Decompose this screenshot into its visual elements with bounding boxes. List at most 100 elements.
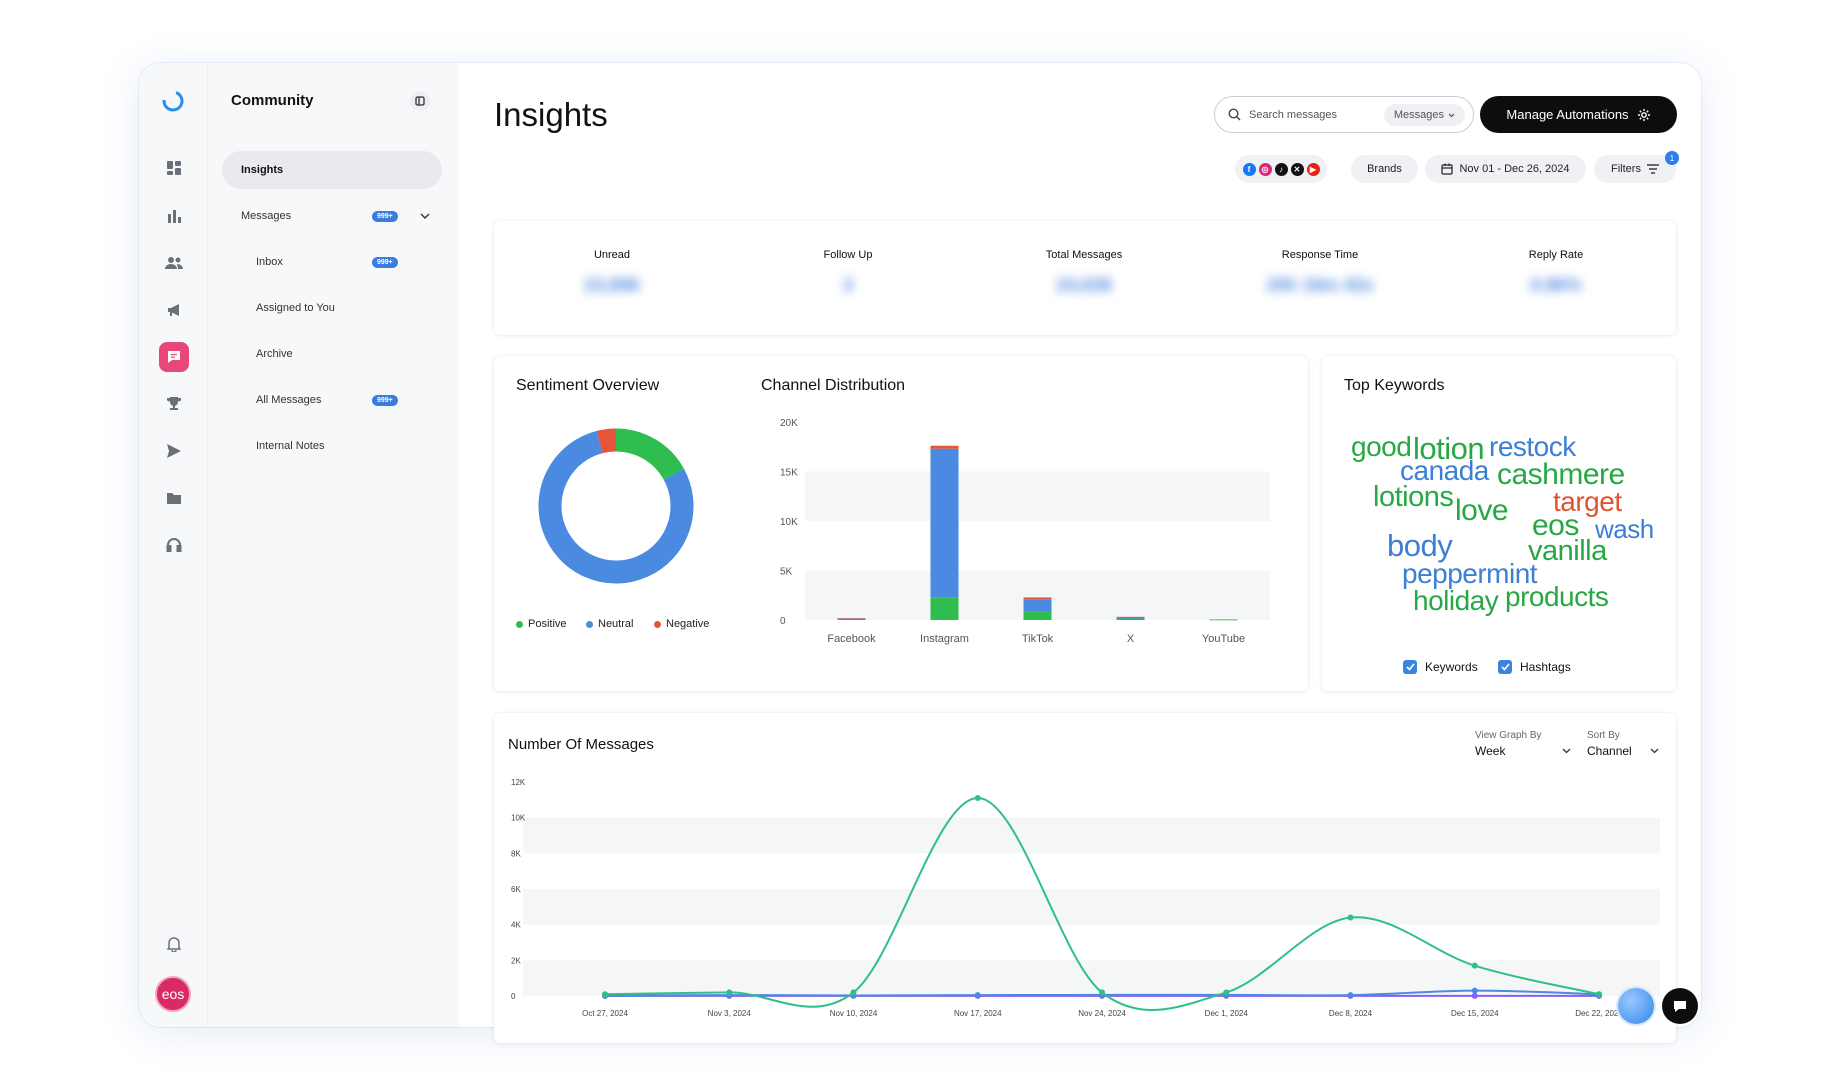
data-point[interactable] [1347,914,1354,921]
sidebar-item-archive[interactable]: Archive [256,335,293,373]
sidebar-item-insights[interactable]: Insights [222,151,442,189]
channel-filter-chip[interactable]: f ◎ ♪ ✕ ▶ [1235,155,1327,183]
bar-instagram-positive[interactable] [930,597,959,620]
bar-x-positive[interactable] [1116,618,1145,620]
chevron-down-icon [1448,113,1455,117]
bar-chart-icon[interactable] [159,201,189,231]
chevron-down-icon[interactable] [420,212,430,220]
manage-automations-button[interactable]: Manage Automations [1480,96,1677,133]
bell-icon[interactable] [159,929,189,959]
send-icon[interactable] [159,436,189,466]
bar-instagram-negative[interactable] [930,445,959,449]
data-point[interactable] [1471,987,1478,994]
sidebar-item-messages[interactable]: Messages 999+ [241,197,441,235]
keyword-love[interactable]: love [1455,494,1509,527]
keyword-body[interactable]: body [1387,528,1453,563]
data-point[interactable] [1596,991,1602,998]
keyword-target[interactable]: target [1553,486,1622,517]
bar-x-neutral[interactable] [1116,617,1145,619]
keyword-cashmere[interactable]: cashmere [1497,458,1625,491]
channel-bar-chart: 20K 15K 10K 5K 0 Facebook Instagram TikTok X YouT… [780,418,1270,645]
search-input[interactable]: Search messages Messages [1214,96,1474,133]
data-point[interactable] [1223,989,1230,996]
data-point[interactable] [726,989,733,996]
search-scope-dropdown[interactable]: Messages [1383,104,1465,126]
donut-slice-negative [596,428,617,454]
keyword-wash[interactable]: wash [1595,514,1654,544]
date-range-button[interactable]: Nov 01 - Dec 26, 2024 [1425,155,1586,183]
x-tick-label: Nov 17, 2024 [954,1009,1002,1018]
bar-facebook-neutral[interactable] [837,618,866,620]
keyword-lotion[interactable]: lotion [1413,431,1485,466]
data-point[interactable] [602,991,608,998]
sidebar-item-label: Insights [241,164,284,176]
data-point[interactable] [974,795,981,802]
sidebar-item-all-messages[interactable]: All Messages 999+ [256,381,436,419]
stat-label: Reply Rate [1528,249,1584,261]
search-placeholder: Search messages [1249,108,1338,121]
users-icon[interactable] [159,248,189,278]
bar-tiktok-negative[interactable] [1023,597,1052,600]
keyword-holiday[interactable]: holiday [1413,585,1499,616]
keyword-vanilla[interactable]: vanilla [1528,535,1607,567]
keyword-eos[interactable]: eos [1532,509,1579,542]
keyword-peppermint[interactable]: peppermint [1402,558,1538,589]
keyword-restock[interactable]: restock [1489,431,1576,462]
trophy-icon[interactable] [159,389,189,419]
dashboard-icon[interactable] [159,153,189,183]
bar-instagram-neutral[interactable] [930,448,959,598]
bar-facebook-negative[interactable] [837,618,866,619]
legend-dot [654,620,661,628]
bar-tiktok-positive[interactable] [1023,611,1052,620]
data-point[interactable] [1471,992,1478,999]
data-point[interactable] [1471,962,1478,969]
sidebar-item-assigned[interactable]: Assigned to You [256,289,335,327]
sidebar-item-label: Internal Notes [256,440,325,452]
avatar[interactable]: eos [155,976,191,1012]
keyword-good[interactable]: good [1351,431,1412,462]
chat-support-button[interactable] [1662,988,1698,1024]
y-tick-label: 0 [511,992,516,1001]
keywords-checkbox[interactable]: Keywords [1403,660,1478,674]
data-point[interactable] [1347,992,1354,999]
y-tick-label: 2K [511,956,521,965]
y-tick-label: 0 [780,616,786,627]
data-point[interactable] [974,992,981,999]
legend-dot [516,620,523,628]
bar-youtube-negative[interactable] [1209,619,1238,620]
bar-x-negative[interactable] [1116,616,1145,618]
sort-by-value: Channel [1587,744,1632,758]
checkbox-label: Hashtags [1520,660,1571,674]
y-tick-label: 4K [511,921,521,930]
collapse-sidebar-icon[interactable] [410,91,430,111]
view-graph-select[interactable]: Week [1475,744,1571,758]
facebook-icon: f [1242,162,1256,176]
filter-icon [1646,164,1659,174]
x-tick-label: Nov 24, 2024 [1078,1009,1126,1018]
sidebar-item-inbox[interactable]: Inbox 999+ [256,243,436,281]
grid-band [523,889,1660,925]
filters-button[interactable]: Filters [1594,155,1676,183]
data-point[interactable] [1099,989,1105,996]
x-tick-label: Nov 10, 2024 [830,1009,878,1018]
assistant-bubble-button[interactable] [1618,988,1654,1024]
bar-facebook-positive[interactable] [837,619,866,621]
folder-icon[interactable] [159,483,189,513]
checkbox-checked-icon [1498,660,1512,674]
keyword-lotions[interactable]: lotions [1373,481,1454,513]
sidebar-item-internal-notes[interactable]: Internal Notes [256,427,324,465]
bar-youtube-positive[interactable] [1209,619,1238,621]
search-scope-label: Messages [1393,109,1444,121]
bar-tiktok-neutral[interactable] [1023,599,1052,612]
brands-button[interactable]: Brands [1351,155,1418,183]
stat-label: Unread [593,249,631,261]
megaphone-icon[interactable] [159,295,189,325]
hashtags-checkbox[interactable]: Hashtags [1498,660,1571,674]
keyword-canada[interactable]: canada [1400,455,1489,486]
instagram-icon: ◎ [1258,162,1272,176]
headset-icon[interactable] [159,530,189,560]
sort-by-select[interactable]: Channel [1587,744,1659,758]
chat-icon[interactable] [159,342,189,372]
keyword-products[interactable]: products [1505,581,1609,612]
data-point[interactable] [850,989,857,996]
